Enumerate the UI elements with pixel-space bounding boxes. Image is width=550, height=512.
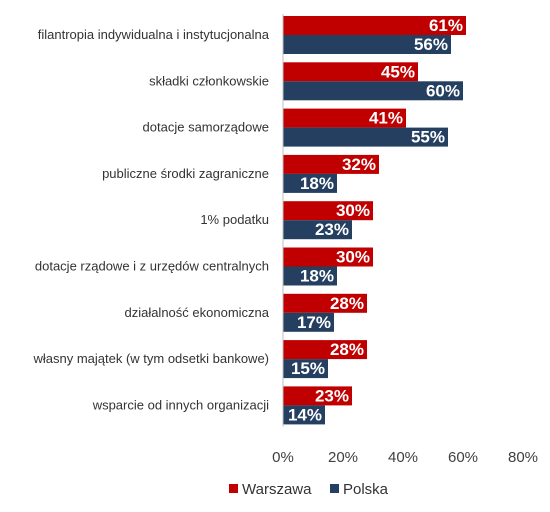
- data-label-polska: 23%: [315, 220, 349, 239]
- data-label-polska: 18%: [300, 267, 334, 286]
- data-label-warszawa: 30%: [336, 201, 370, 220]
- category-label: dotacje samorządowe: [143, 120, 269, 135]
- bar-polska: [283, 35, 451, 54]
- category-label: publiczne środki zagraniczne: [102, 166, 269, 181]
- category-label: 1% podatku: [200, 212, 269, 227]
- category-label: działalność ekonomiczna: [124, 305, 269, 320]
- bar-warszawa: [283, 386, 352, 406]
- data-label-polska: 14%: [288, 405, 322, 424]
- data-label-polska: 60%: [426, 81, 460, 100]
- bar-warszawa: [283, 108, 406, 128]
- data-label-warszawa: 30%: [336, 248, 370, 267]
- bar-polska: [283, 173, 337, 193]
- legend-swatch-warszawa: [229, 484, 238, 493]
- x-tick-label: 60%: [448, 449, 478, 466]
- data-label-polska: 17%: [297, 313, 331, 332]
- legend-label-polska: Polska: [343, 481, 389, 498]
- category-label: dotacje rządowe i z urzędów centralnych: [35, 259, 269, 274]
- x-tick-label: 40%: [388, 449, 418, 466]
- bar-warszawa: [283, 154, 379, 174]
- bar-polska: [283, 266, 337, 286]
- data-label-polska: 18%: [300, 174, 334, 193]
- x-tick-label: 20%: [328, 449, 358, 466]
- bar-warszawa: [283, 62, 418, 82]
- x-tick-label: 0%: [272, 449, 294, 466]
- bar-polska: [283, 405, 325, 425]
- bar-warszawa: [283, 340, 367, 360]
- bar-polska: [283, 359, 328, 379]
- x-tick-label: 80%: [508, 449, 538, 466]
- x-axis: 0% 20% 40% 60% 80%: [272, 14, 538, 466]
- bar-warszawa: [283, 201, 373, 221]
- bar-polska: [283, 312, 334, 332]
- data-label-polska: 15%: [291, 359, 325, 378]
- category-label: własny majątek (w tym odsetki bankowe): [32, 351, 269, 366]
- data-label-warszawa: 41%: [369, 109, 403, 128]
- category-label: wsparcie od innych organizacji: [92, 397, 269, 412]
- data-label-warszawa: 61%: [429, 16, 463, 35]
- category-label: składki członkowskie: [149, 73, 269, 88]
- legend-label-warszawa: Warszawa: [242, 481, 312, 498]
- data-label-warszawa: 45%: [381, 62, 415, 81]
- bar-polska: [283, 220, 352, 240]
- category-label: filantropia indywidualna i instytucjonal…: [38, 27, 270, 42]
- legend: Warszawa Polska: [229, 481, 389, 498]
- bar-warszawa: [283, 16, 466, 35]
- data-label-polska: 56%: [414, 35, 448, 54]
- bar-warszawa: [283, 293, 367, 313]
- data-label-warszawa: 28%: [330, 340, 364, 359]
- bar-polska: [283, 81, 463, 101]
- legend-swatch-polska: [330, 484, 339, 493]
- data-label-warszawa: 28%: [330, 294, 364, 313]
- data-label-warszawa: 32%: [342, 155, 376, 174]
- data-label-polska: 55%: [411, 128, 445, 147]
- data-label-warszawa: 23%: [315, 386, 349, 405]
- bars: 61%56%45%60%41%55%32%18%30%23%30%18%28%1…: [283, 16, 466, 425]
- category-labels: filantropia indywidualna i instytucjonal…: [32, 27, 269, 412]
- bar-warszawa: [283, 247, 373, 267]
- bar-polska: [283, 127, 448, 147]
